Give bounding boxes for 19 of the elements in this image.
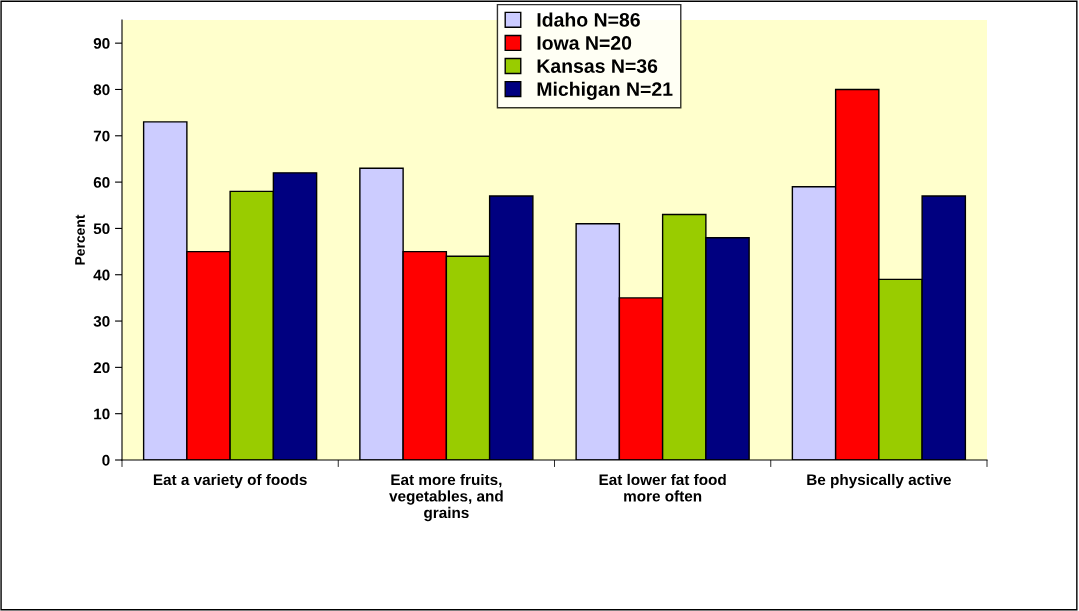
y-tick-label: 20	[93, 362, 110, 374]
legend-label: Iowa N=20	[537, 36, 632, 50]
y-axis-title: Percent	[75, 214, 85, 265]
y-tick-label: 50	[93, 223, 110, 235]
y-tick-label: 80	[93, 84, 110, 96]
y-tick-label: 30	[93, 315, 110, 327]
y-tick-label: 60	[93, 176, 110, 188]
legend-label: Michigan N=21	[537, 81, 673, 100]
y-tick-label: 10	[94, 408, 110, 420]
y-tick-label: 70	[93, 130, 110, 142]
y-tick-label: 0	[102, 454, 110, 466]
y-tick-label: 90	[93, 38, 110, 49]
legend-label: Kansas N=36	[537, 59, 658, 73]
y-tick-label: 40	[93, 269, 110, 281]
x-tick-label: Eat more fruits, vegetables, and grains	[389, 473, 503, 522]
x-tick-label: Eat a variety of foods	[153, 473, 307, 489]
x-tick-label: Be physically active	[807, 473, 951, 489]
x-tick-label: Eat lower fat food more often	[599, 473, 726, 502]
legend-label: Idaho N=86	[537, 12, 640, 27]
